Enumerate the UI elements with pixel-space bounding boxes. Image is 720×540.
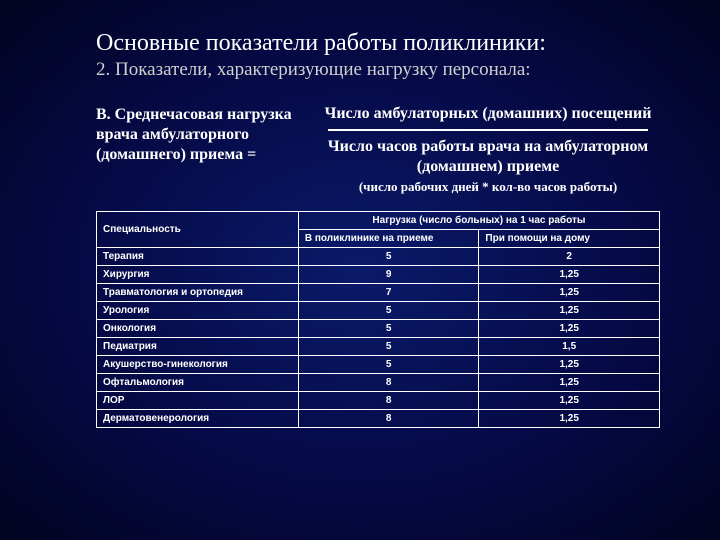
table-wrap: Специальность Нагрузка (число больных) н… bbox=[0, 205, 720, 428]
table-header-row: Специальность Нагрузка (число больных) н… bbox=[97, 212, 660, 230]
table-row: Травматология и ортопедия71,25 bbox=[97, 284, 660, 302]
cell-home: 1,25 bbox=[479, 320, 660, 338]
cell-specialty: ЛОР bbox=[97, 392, 299, 410]
formula-note: (число рабочих дней * кол-во часов работ… bbox=[316, 179, 660, 195]
cell-clinic: 8 bbox=[298, 374, 479, 392]
table-row: Акушерство-гинекология51,25 bbox=[97, 356, 660, 374]
cell-clinic: 8 bbox=[298, 392, 479, 410]
cell-specialty: Онкология bbox=[97, 320, 299, 338]
table-row: Педиатрия51,5 bbox=[97, 338, 660, 356]
cell-home: 1,25 bbox=[479, 410, 660, 428]
fraction-line bbox=[328, 129, 648, 131]
table-row: ЛОР81,25 bbox=[97, 392, 660, 410]
cell-home: 1,25 bbox=[479, 302, 660, 320]
th-in-clinic: В поликлинике на приеме bbox=[298, 230, 479, 248]
table-row: Хирургия91,25 bbox=[97, 266, 660, 284]
cell-clinic: 5 bbox=[298, 248, 479, 266]
formula-row: В. Среднечасовая нагрузка врача амбулато… bbox=[0, 87, 720, 205]
slide-title: Основные показатели работы поликлиники: bbox=[96, 30, 660, 57]
cell-clinic: 9 bbox=[298, 266, 479, 284]
cell-home: 1,5 bbox=[479, 338, 660, 356]
cell-clinic: 8 bbox=[298, 410, 479, 428]
formula-denominator: Число часов работы врача на амбулаторном… bbox=[316, 137, 660, 177]
table-row: Онкология51,25 bbox=[97, 320, 660, 338]
cell-specialty: Травматология и ортопедия bbox=[97, 284, 299, 302]
formula-label: В. Среднечасовая нагрузка врача амбулато… bbox=[96, 105, 316, 165]
cell-home: 2 bbox=[479, 248, 660, 266]
cell-specialty: Дерматовенерология bbox=[97, 410, 299, 428]
cell-specialty: Терапия bbox=[97, 248, 299, 266]
cell-specialty: Урология bbox=[97, 302, 299, 320]
cell-home: 1,25 bbox=[479, 392, 660, 410]
cell-specialty: Педиатрия bbox=[97, 338, 299, 356]
cell-specialty: Офтальмология bbox=[97, 374, 299, 392]
cell-clinic: 5 bbox=[298, 338, 479, 356]
table-row: Урология51,25 bbox=[97, 302, 660, 320]
cell-clinic: 5 bbox=[298, 320, 479, 338]
slide-subtitle: 2. Показатели, характеризующие нагрузку … bbox=[96, 59, 660, 81]
table-body: Терапия52Хирургия91,25Травматология и ор… bbox=[97, 248, 660, 428]
cell-home: 1,25 bbox=[479, 266, 660, 284]
workload-table: Специальность Нагрузка (число больных) н… bbox=[96, 211, 660, 428]
cell-specialty: Хирургия bbox=[97, 266, 299, 284]
table-row: Терапия52 bbox=[97, 248, 660, 266]
cell-clinic: 5 bbox=[298, 302, 479, 320]
formula-fraction: Число амбулаторных (домашних) посещений … bbox=[316, 105, 660, 195]
title-block: Основные показатели работы поликлиники: … bbox=[0, 0, 720, 87]
cell-specialty: Акушерство-гинекология bbox=[97, 356, 299, 374]
th-specialty: Специальность bbox=[97, 212, 299, 248]
cell-home: 1,25 bbox=[479, 284, 660, 302]
table-row: Офтальмология81,25 bbox=[97, 374, 660, 392]
cell-home: 1,25 bbox=[479, 356, 660, 374]
cell-home: 1,25 bbox=[479, 374, 660, 392]
th-load: Нагрузка (число больных) на 1 час работы bbox=[298, 212, 659, 230]
table-row: Дерматовенерология81,25 bbox=[97, 410, 660, 428]
cell-clinic: 7 bbox=[298, 284, 479, 302]
th-at-home: При помощи на дому bbox=[479, 230, 660, 248]
cell-clinic: 5 bbox=[298, 356, 479, 374]
formula-numerator: Число амбулаторных (домашних) посещений bbox=[316, 105, 660, 123]
